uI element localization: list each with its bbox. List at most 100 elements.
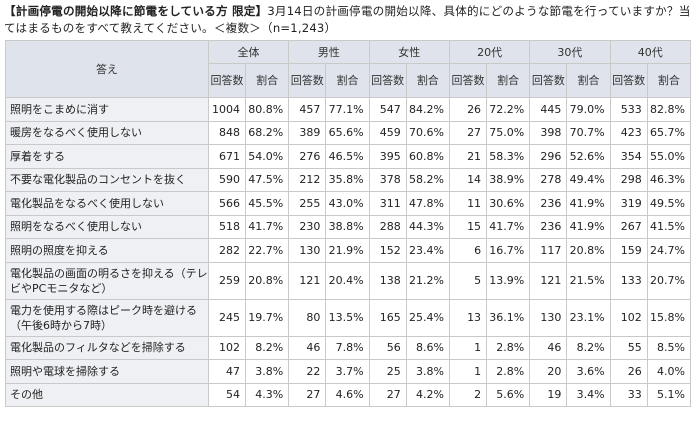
ratio-cell: 5.1% [646,382,692,407]
ratio-cell: 38.8% [325,214,370,239]
answer-label: 照明をこまめに消す [5,97,209,122]
table-row: その他 54 4.3% 27 4.6% 27 4.2% 2 5.6% 19 3.4% 33 5.1% [5,382,692,407]
count-cell: 121 [288,261,327,300]
ratio-cell: 84.2% [405,97,450,122]
ratio-cell: 82.8% [646,97,692,122]
count-cell: 46 [288,335,327,360]
count-cell: 5 [448,261,488,300]
ratio-cell: 30.6% [486,191,531,216]
count-cell: 245 [207,298,247,337]
answer-label: 電化製品のフィルタなどを掃除する [5,335,209,360]
ratio-cell: 3.6% [566,359,611,384]
answer-label: 電化製品をなるべく使用しない [5,191,209,216]
title-question: 3月14日の計画停電の開始以降、具体的にどのような節電を行っていますか？当てはま… [4,4,691,35]
count-cell: 102 [609,298,648,337]
ratio-cell: 70.6% [405,120,450,145]
count-cell: 278 [529,167,568,192]
count-cell: 121 [529,261,568,300]
ratio-cell: 65.7% [646,120,692,145]
answer-label: 厚着をする [5,144,209,169]
count-cell: 33 [609,382,648,407]
count-cell: 547 [368,97,407,122]
ratio-cell: 8.2% [245,335,290,360]
count-cell: 55 [609,335,648,360]
count-cell: 19 [529,382,568,407]
ratio-header: 割合 [405,63,450,98]
ratio-cell: 20.7% [646,261,692,300]
answer-label: 電化製品の画面の明るさを抑える（テレビやPCモニタなど） [5,261,209,300]
count-cell: 2 [448,382,488,407]
count-cell: 319 [609,191,648,216]
count-cell: 46 [529,335,568,360]
table-row: 照明をこまめに消す 1004 80.8% 457 77.1% 547 84.2% 26 72.2… [5,97,692,122]
header-sub-row: 回答数 割合 回答数 割合 回答数 割合 回答数 割合 回答数 割合 回答数 割… [6,63,692,98]
table-row: 電化製品のフィルタなどを掃除する 102 8.2% 46 7.8% 56 8.6% 1 2.8%… [5,335,692,360]
count-cell: 54 [207,382,247,407]
ratio-cell: 4.0% [646,359,692,384]
ratio-cell: 19.7% [245,298,290,337]
count-cell: 15 [448,214,488,239]
answer-label: 照明をなるべく使用しない [5,214,209,239]
count-cell: 27 [368,382,407,407]
ratio-cell: 77.1% [325,97,370,122]
ratio-header: 割合 [646,63,692,98]
count-header: 回答数 [529,63,568,98]
count-cell: 423 [609,120,648,145]
count-cell: 1 [448,335,488,360]
table-row: 暖房をなるべく使用しない 848 68.2% 389 65.6% 459 70.6% 27 75… [5,120,692,145]
ratio-cell: 41.7% [486,214,531,239]
count-cell: 117 [529,238,568,263]
count-cell: 236 [529,214,568,239]
count-cell: 1004 [207,97,247,122]
count-cell: 13 [448,298,488,337]
count-cell: 298 [609,167,648,192]
count-cell: 80 [288,298,327,337]
survey-title: 【計画停電の開始以降に節電をしている方 限定】3月14日の計画停電の開始以降、具… [4,3,692,37]
ratio-cell: 2.8% [486,359,531,384]
count-cell: 533 [609,97,648,122]
count-cell: 130 [529,298,568,337]
ratio-cell: 47.5% [245,167,290,192]
ratio-cell: 41.9% [566,191,611,216]
count-cell: 21 [448,144,488,169]
ratio-cell: 3.8% [405,359,450,384]
ratio-cell: 45.5% [245,191,290,216]
count-cell: 20 [529,359,568,384]
ratio-cell: 41.7% [245,214,290,239]
count-header: 回答数 [609,63,648,98]
ratio-cell: 8.5% [646,335,692,360]
answer-label: その他 [5,382,209,407]
ratio-cell: 4.2% [405,382,450,407]
count-cell: 11 [448,191,488,216]
ratio-cell: 36.1% [486,298,531,337]
group-header: 40代 [609,40,692,64]
ratio-cell: 5.6% [486,382,531,407]
count-header: 回答数 [288,63,327,98]
ratio-cell: 72.2% [486,97,531,122]
ratio-cell: 20.4% [325,261,370,300]
ratio-header: 割合 [245,63,290,98]
ratio-cell: 41.9% [566,214,611,239]
count-cell: 22 [288,359,327,384]
ratio-header: 割合 [566,63,611,98]
ratio-cell: 8.2% [566,335,611,360]
count-cell: 212 [288,167,327,192]
ratio-cell: 47.8% [405,191,450,216]
ratio-cell: 13.5% [325,298,370,337]
ratio-cell: 70.7% [566,120,611,145]
ratio-cell: 43.0% [325,191,370,216]
ratio-cell: 16.7% [486,238,531,263]
ratio-cell: 68.2% [245,120,290,145]
count-cell: 1 [448,359,488,384]
count-cell: 138 [368,261,407,300]
results-body: 照明をこまめに消す 1004 80.8% 457 77.1% 547 84.2% 26 72.2… [5,97,692,407]
ratio-cell: 8.6% [405,335,450,360]
ratio-cell: 4.3% [245,382,290,407]
header-group-row: 答え 全体 男性 女性 20代 30代 40代 [5,40,692,98]
table-row: 電化製品の画面の明るさを抑える（テレビやPCモニタなど） 259 20.8% 121 2… [5,261,692,300]
title-condition: 【計画停電の開始以降に節電をしている方 限定】 [4,4,268,18]
ratio-cell: 44.3% [405,214,450,239]
ratio-cell: 58.3% [486,144,531,169]
ratio-cell: 55.0% [646,144,692,169]
